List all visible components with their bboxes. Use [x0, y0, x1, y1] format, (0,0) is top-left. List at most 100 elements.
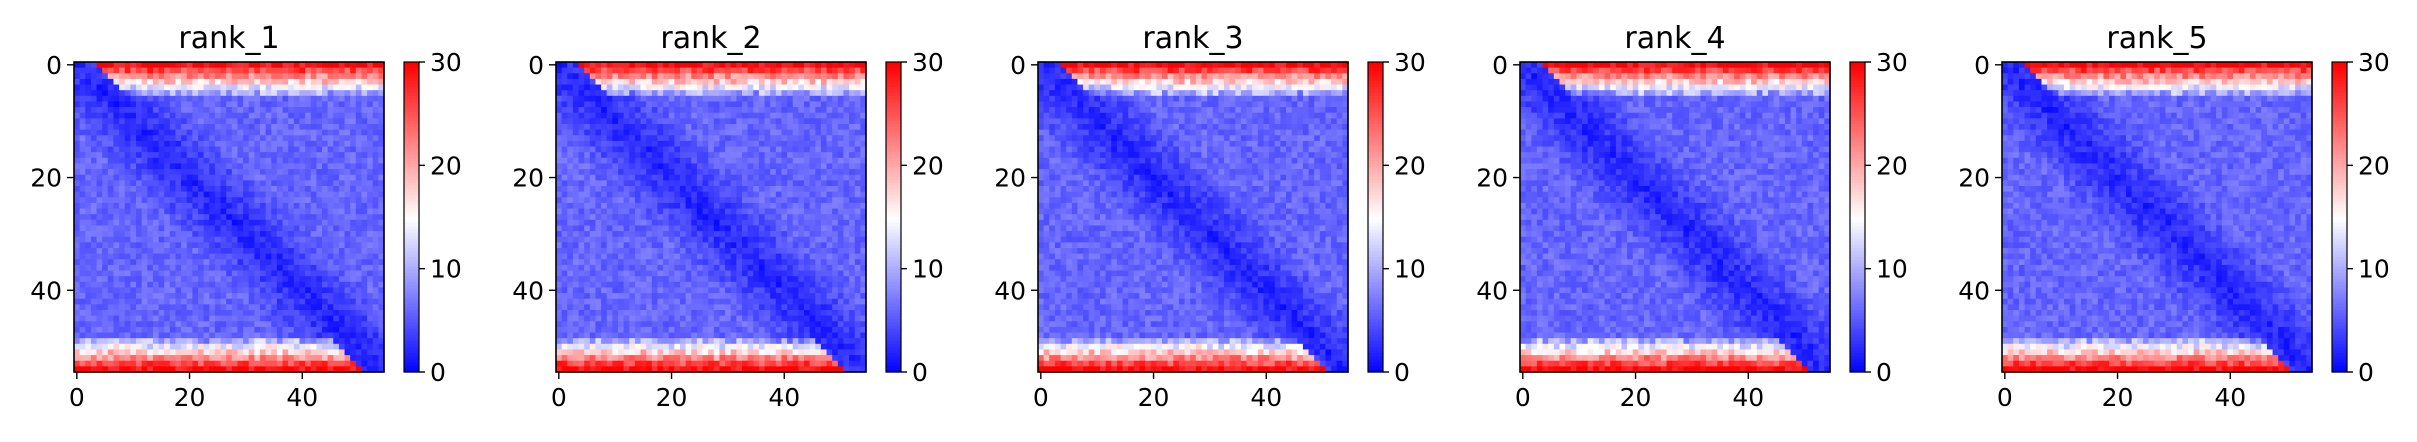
heatmap-cell	[849, 231, 855, 237]
heatmap-cell	[776, 203, 782, 209]
heatmap-cell	[714, 209, 720, 215]
heatmap-cell	[748, 220, 754, 226]
heatmap-cell	[125, 130, 131, 136]
heatmap-cell	[198, 186, 204, 192]
heatmap-cell	[612, 152, 618, 158]
heatmap-cell	[91, 259, 97, 265]
heatmap-cell	[136, 316, 142, 322]
heatmap-cell	[80, 192, 86, 198]
heatmap-cell	[680, 192, 686, 198]
heatmap-cell	[232, 220, 238, 226]
heatmap-cell	[198, 265, 204, 271]
heatmap-cell	[91, 85, 97, 91]
heatmap-cell	[657, 85, 663, 91]
heatmap-cell	[85, 175, 91, 181]
heatmap-cell	[714, 248, 720, 254]
heatmap-cell	[714, 96, 720, 102]
heatmap-cell	[91, 96, 97, 102]
heatmap-cell	[232, 113, 238, 119]
heatmap-cell	[311, 192, 317, 198]
heatmap-cell	[192, 175, 198, 181]
heatmap-cell	[85, 304, 91, 310]
heatmap-cell	[170, 169, 176, 175]
heatmap-cell	[311, 321, 317, 327]
heatmap-cell	[759, 113, 765, 119]
heatmap-cell	[781, 141, 787, 147]
heatmap-cell	[299, 158, 305, 164]
heatmap-cell	[590, 141, 596, 147]
heatmap-cell	[663, 209, 669, 215]
heatmap-cell	[339, 276, 345, 282]
heatmap-cell	[305, 248, 311, 254]
heatmap-cell	[221, 141, 227, 147]
heatmap-cell	[153, 118, 159, 124]
heatmap-cell	[266, 130, 272, 136]
heatmap-cell	[855, 107, 861, 113]
heatmap-cell	[753, 158, 759, 164]
heatmap-cell	[719, 158, 725, 164]
heatmap-cell	[97, 316, 103, 322]
heatmap-cell	[142, 192, 148, 198]
heatmap-cell	[770, 62, 776, 68]
heatmap-cell	[765, 209, 771, 215]
heatmap-cell	[164, 361, 170, 367]
heatmap-cell	[669, 209, 675, 215]
heatmap-cell	[787, 141, 793, 147]
heatmap-cell	[697, 68, 703, 74]
heatmap-cell	[175, 175, 181, 181]
heatmap-cell	[237, 225, 243, 231]
heatmap-cell	[703, 147, 709, 153]
heatmap-cell	[793, 101, 799, 107]
heatmap-cell	[181, 163, 187, 169]
heatmap-cell	[209, 79, 215, 85]
heatmap-cell	[793, 169, 799, 175]
heatmap-cell	[339, 271, 345, 277]
heatmap-cell	[266, 316, 272, 322]
heatmap-cell	[641, 113, 647, 119]
heatmap-cell	[130, 186, 136, 192]
heatmap-cell	[226, 169, 232, 175]
heatmap-cell	[237, 118, 243, 124]
heatmap-cell	[187, 169, 193, 175]
heatmap-cell	[226, 327, 232, 333]
heatmap-cell	[322, 158, 328, 164]
heatmap-cell	[663, 130, 669, 136]
heatmap-cell	[590, 169, 596, 175]
heatmap-cell	[316, 214, 322, 220]
heatmap-cell	[708, 130, 714, 136]
heatmap-cell	[125, 203, 131, 209]
heatmap-cell	[254, 237, 260, 243]
heatmap-cell	[333, 265, 339, 271]
heatmap-cell	[697, 209, 703, 215]
heatmap-cell	[108, 79, 114, 85]
heatmap-cell	[674, 79, 680, 85]
heatmap-cell	[97, 113, 103, 119]
heatmap-cell	[810, 152, 816, 158]
heatmap-cell	[147, 163, 153, 169]
heatmap-cell	[770, 101, 776, 107]
heatmap-cell	[680, 73, 686, 79]
heatmap-cell	[125, 327, 131, 333]
heatmap-cell	[765, 237, 771, 243]
heatmap-cell	[142, 220, 148, 226]
heatmap-cell	[339, 231, 345, 237]
heatmap-cell	[209, 271, 215, 277]
heatmap-cell	[629, 175, 635, 181]
heatmap-cell	[175, 79, 181, 85]
heatmap-cell	[328, 135, 334, 141]
heatmap-cell	[232, 349, 238, 355]
heatmap-cell	[624, 175, 630, 181]
heatmap-cell	[175, 333, 181, 339]
heatmap-cell	[804, 163, 810, 169]
heatmap-cell	[674, 175, 680, 181]
heatmap-cell	[646, 73, 652, 79]
heatmap-cell	[192, 101, 198, 107]
heatmap-cell	[97, 158, 103, 164]
heatmap-cell	[333, 101, 339, 107]
heatmap-cell	[584, 68, 590, 74]
heatmap-cell	[159, 130, 165, 136]
heatmap-cell	[254, 130, 260, 136]
heatmap-cell	[725, 186, 731, 192]
heatmap-cell	[567, 85, 573, 91]
heatmap-cell	[125, 90, 131, 96]
